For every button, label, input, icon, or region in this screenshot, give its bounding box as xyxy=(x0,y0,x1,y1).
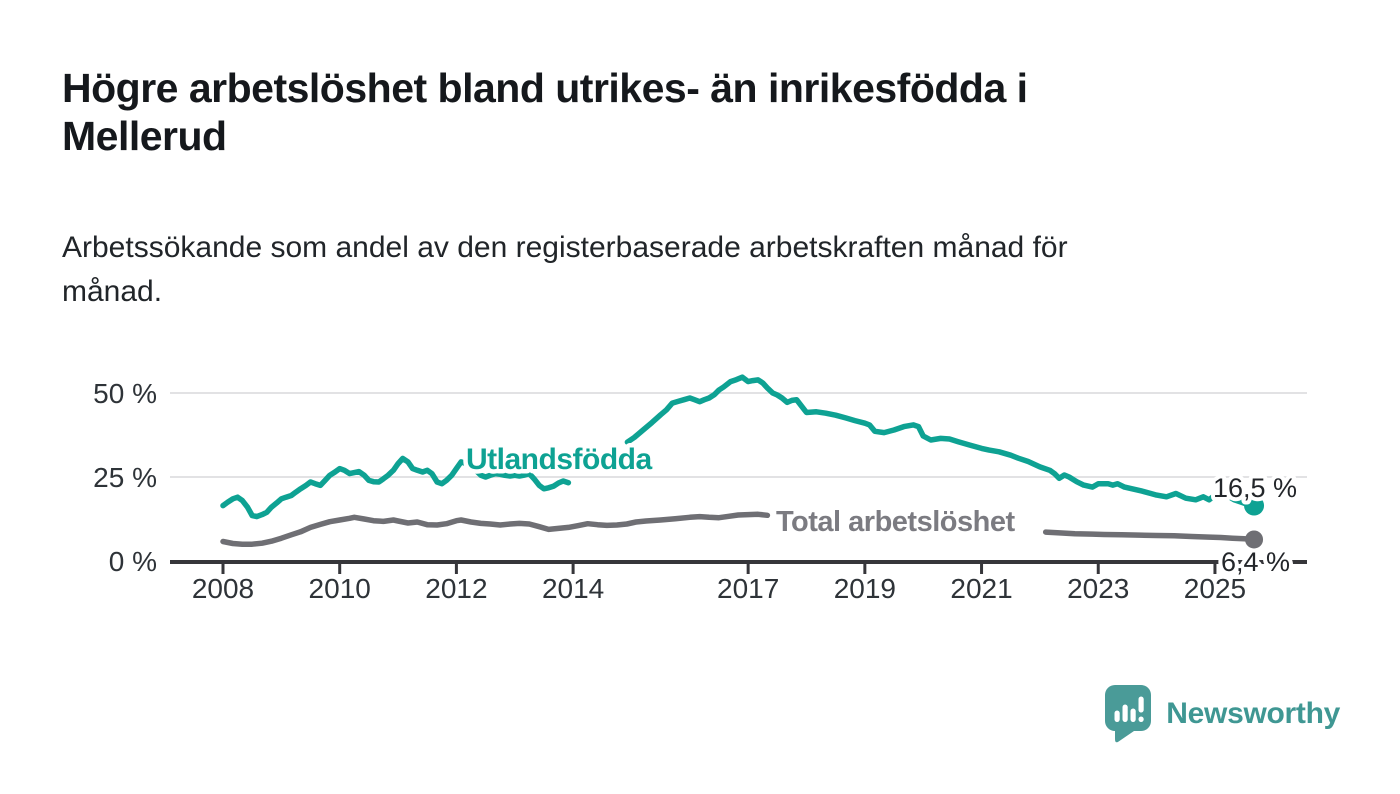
x-axis-tick-label-2017: 2017 xyxy=(717,573,779,604)
title-line-2: Mellerud xyxy=(62,113,227,159)
bar-2 xyxy=(1122,704,1128,722)
series-label-1: Total arbetslöshet xyxy=(776,506,1015,538)
end-value-label-1: 6,4 % xyxy=(1221,547,1290,577)
x-axis-tick-label-2025: 2025 xyxy=(1184,573,1246,604)
newsworthy-wordmark: Newsworthy xyxy=(1166,696,1340,730)
newsworthy-brand: Newsworthy xyxy=(1104,684,1340,743)
series-end-dot-1 xyxy=(1245,530,1264,549)
series-line-1-seg-1 xyxy=(1042,529,1257,543)
chart-subtitle: Arbetssökande som andel av den registerb… xyxy=(62,226,1282,314)
bar-3 xyxy=(1130,708,1136,722)
title-line-1: Högre arbetslöshet bland utrikes- än inr… xyxy=(62,65,1028,111)
x-axis-tick-label-2012: 2012 xyxy=(425,573,487,604)
newsworthy-logo-icon xyxy=(1105,685,1152,743)
y-axis-tick-label-25: 25 % xyxy=(93,462,157,493)
series-end-dot-0 xyxy=(1244,495,1265,516)
end-value-label-0: 16,5 % xyxy=(1213,473,1297,503)
y-axis-tick-label-50: 50 % xyxy=(93,378,157,409)
exclamation-bar xyxy=(1138,696,1144,713)
x-axis-tick-label-2019: 2019 xyxy=(834,573,896,604)
series-line-0-seg-0 xyxy=(220,455,572,520)
x-axis-tick-label-2010: 2010 xyxy=(309,573,371,604)
subtitle-line-2: månad. xyxy=(62,275,163,308)
series-line-1-seg-0 xyxy=(220,511,771,547)
x-axis-tick-label-2008: 2008 xyxy=(192,573,254,604)
x-axis-tick-label-2023: 2023 xyxy=(1067,573,1129,604)
exclamation-dot xyxy=(1138,716,1144,722)
subtitle-line-1: Arbetssökande som andel av den registerb… xyxy=(62,231,1068,264)
x-axis-tick-label-2021: 2021 xyxy=(950,573,1012,604)
series-label-0: Utlandsfödda xyxy=(466,443,652,476)
bar-1 xyxy=(1114,710,1120,722)
y-axis-tick-label-0: 0 % xyxy=(109,546,157,577)
page-title: Högre arbetslöshet bland utrikes- än inr… xyxy=(62,64,1262,160)
series-line-0-seg-1 xyxy=(624,374,1257,509)
speech-bubble-shape xyxy=(1105,685,1152,743)
x-axis-tick-label-2014: 2014 xyxy=(542,573,604,604)
